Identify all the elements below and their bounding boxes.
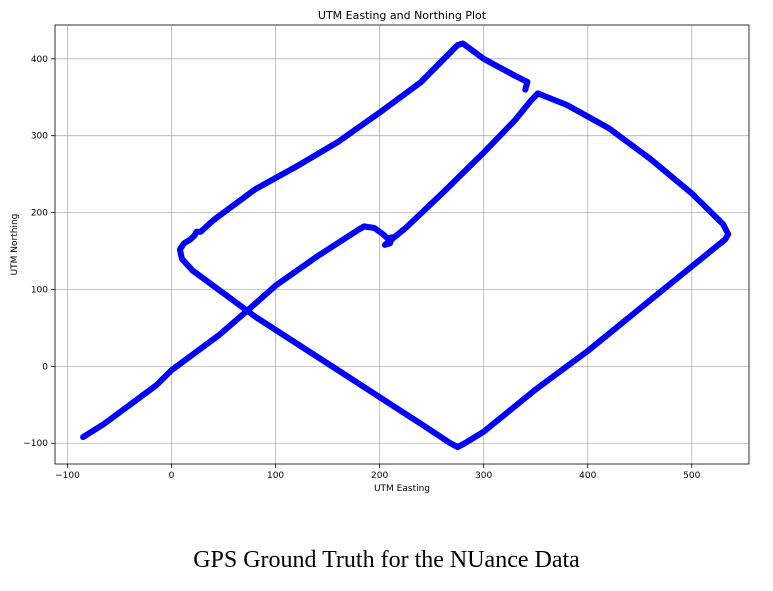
y-tick-label: 100: [31, 285, 48, 295]
y-axis-label: UTM Northing: [10, 214, 20, 276]
x-axis-ticks: −100 0 100 200 300 400 500: [55, 464, 701, 481]
chart-title: UTM Easting and Northing Plot: [318, 9, 487, 22]
x-tick-label: 200: [371, 471, 388, 481]
x-tick-label: 100: [267, 471, 284, 481]
plot-area: [80, 40, 732, 451]
y-axis-ticks: −100 0 100 200 300 400: [23, 55, 55, 449]
axes-frame: [54, 24, 750, 465]
figure-caption: GPS Ground Truth for the NUance Data: [193, 547, 580, 573]
x-axis-label: UTM Easting: [374, 484, 430, 494]
series-line-trajectory: [80, 40, 732, 451]
y-tick-label: 200: [31, 209, 48, 219]
y-tick-label: −100: [23, 439, 48, 449]
y-tick-label: 400: [31, 55, 48, 65]
grid-lines: [55, 25, 749, 464]
y-tick-label: 0: [42, 362, 48, 372]
x-tick-label: 0: [169, 471, 175, 481]
x-tick-label: 300: [475, 471, 492, 481]
chart-figure: UTM Easting and Northing Plot −100 0 100 20…: [10, 9, 750, 494]
x-tick-label: −100: [55, 471, 80, 481]
x-tick-label: 400: [579, 471, 596, 481]
y-tick-label: 300: [31, 132, 48, 142]
x-tick-label: 500: [683, 471, 700, 481]
